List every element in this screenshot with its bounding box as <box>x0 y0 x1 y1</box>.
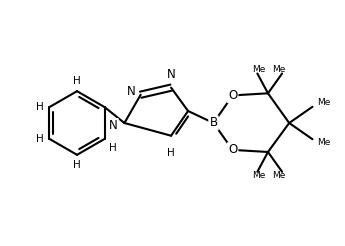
Text: B: B <box>209 117 218 129</box>
Text: N: N <box>167 68 176 81</box>
Text: Me: Me <box>272 65 286 75</box>
Text: Me: Me <box>317 138 330 147</box>
Text: Me: Me <box>272 171 286 180</box>
Text: H: H <box>167 148 175 158</box>
Text: H: H <box>36 102 44 112</box>
Text: N: N <box>127 85 136 98</box>
Text: H: H <box>109 143 117 153</box>
Text: Me: Me <box>252 171 265 180</box>
Text: H: H <box>36 134 44 144</box>
Text: Me: Me <box>252 65 265 75</box>
Text: N: N <box>109 119 118 132</box>
Text: O: O <box>228 143 237 156</box>
Text: H: H <box>73 160 81 170</box>
Text: H: H <box>73 76 81 86</box>
Text: O: O <box>228 89 237 102</box>
Text: Me: Me <box>317 98 330 107</box>
